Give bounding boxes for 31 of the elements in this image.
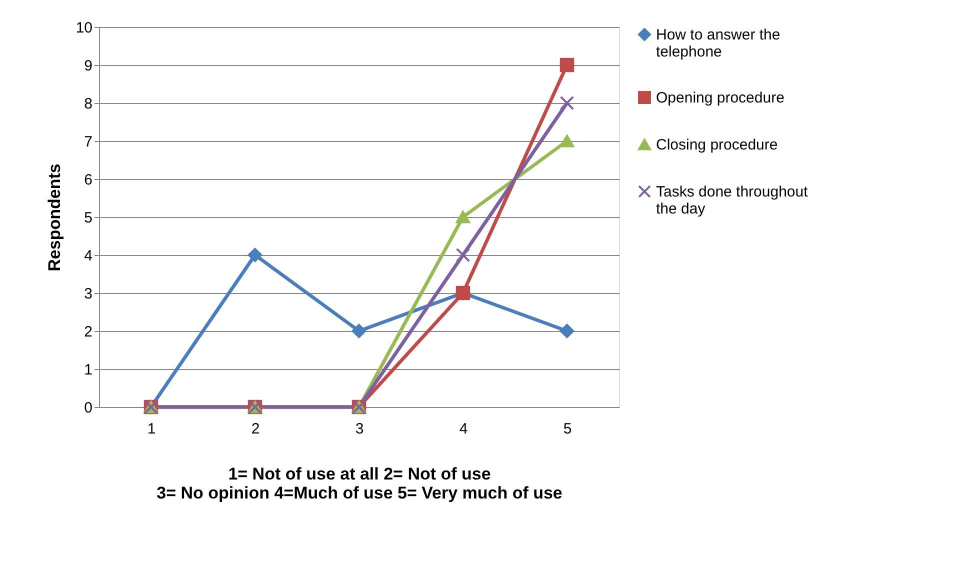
y-tick-label: 5 [84, 210, 92, 226]
y-tick-label: 9 [84, 58, 92, 74]
y-axis-title: Respondents [44, 164, 64, 272]
y-tick-label: 0 [84, 400, 92, 416]
legend-label: Closing procedure [656, 136, 778, 154]
legend-label: Opening procedure [656, 90, 784, 106]
y-tick-label: 1 [84, 362, 92, 378]
y-tick-label: 10 [76, 20, 92, 36]
x-tick-label: 4 [459, 420, 468, 438]
point [560, 58, 574, 72]
point [560, 134, 574, 148]
y-tick-label: 7 [84, 134, 92, 150]
y-tick-label: 3 [84, 286, 92, 302]
y-tick-label: 4 [84, 248, 92, 264]
point [560, 324, 574, 338]
point [560, 96, 574, 110]
x-tick-label: 1 [147, 420, 156, 438]
point [352, 324, 366, 338]
y-tick-label: 6 [84, 172, 92, 188]
y-tick-label: 8 [84, 96, 92, 112]
text: 1= Not of use at all 2= Not of use [228, 464, 491, 484]
point [456, 248, 470, 262]
text: 3= No opinion 4=Much of use 5= Very much of use [156, 484, 562, 502]
x-tick-label: 2 [251, 420, 260, 438]
x-tick-label: 3 [355, 420, 364, 438]
point [248, 248, 262, 262]
x-tick-label: 5 [563, 420, 572, 438]
legend-label: Tasks done throughout the day [656, 184, 809, 218]
legend-label: How to answer the telephone [656, 26, 780, 60]
y-tick-label: 2 [84, 324, 92, 340]
point [456, 210, 470, 224]
